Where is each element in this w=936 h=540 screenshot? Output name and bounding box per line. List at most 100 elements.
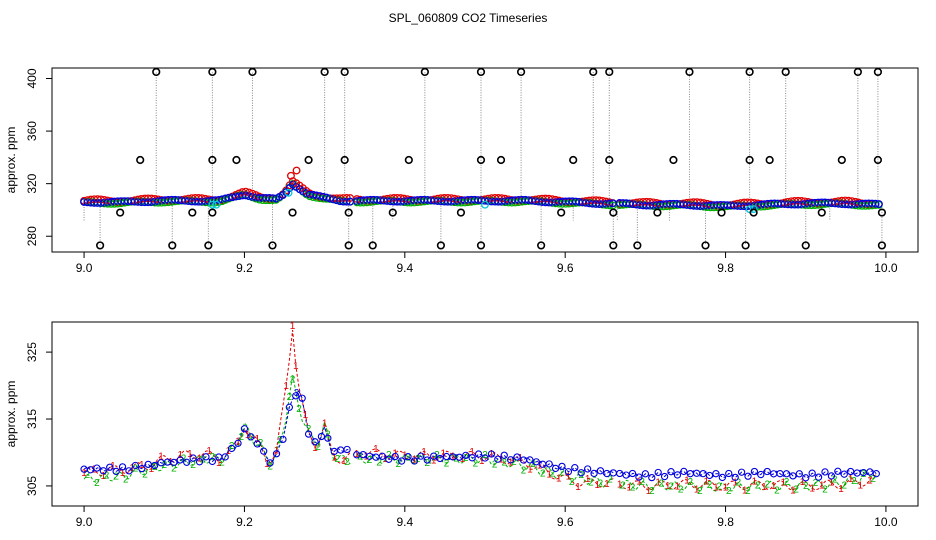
- series-2-point-label: 2: [229, 441, 235, 452]
- series-3-point: [324, 434, 332, 442]
- series-2-point-label: 2: [639, 477, 645, 488]
- series-3-point: [343, 445, 351, 454]
- outlier-marker-high: [152, 67, 161, 77]
- top-point-cyan: [284, 188, 293, 197]
- series-1-point-label: 1: [254, 434, 260, 445]
- series-2-point-label: 2: [607, 475, 613, 486]
- series-1-point-label: 1: [617, 480, 623, 491]
- series-2-point-label: 2: [569, 477, 575, 488]
- series-3-point: [699, 469, 707, 478]
- series-2-point-label: 2: [832, 475, 838, 486]
- series-3-point: [240, 425, 249, 433]
- series-2-point-label: 2: [405, 452, 411, 463]
- series-1-peak-label: 1: [290, 321, 296, 332]
- series-3-point: [417, 452, 425, 460]
- series-1-point-label: 1: [665, 481, 671, 492]
- series-2-point-label: 2: [161, 460, 167, 471]
- series-2-point-label: 2: [152, 462, 158, 473]
- outlier-marker-low: [368, 241, 377, 250]
- series-3-point: [590, 469, 598, 478]
- top-plot-frame: [51, 67, 919, 253]
- series-2-point-label: 2: [386, 450, 392, 461]
- series-2-point-label: 2: [200, 454, 206, 465]
- series-1-point-label: 1: [450, 451, 456, 462]
- series-3-point: [596, 467, 605, 475]
- series-1-point-label: 1: [575, 482, 581, 493]
- outlier-marker-low: [344, 241, 353, 250]
- series-1-point-label: 1: [421, 447, 427, 458]
- series-2-point-label: 2: [736, 478, 742, 489]
- outlier-marker-high: [605, 67, 614, 77]
- outlier-marker-high: [516, 67, 526, 77]
- outlier-marker-high: [589, 67, 598, 77]
- outlier-marker-mid: [569, 155, 578, 165]
- series-3-point: [725, 469, 733, 478]
- series-3-point: [564, 468, 573, 476]
- series-1-point-label: 1: [479, 456, 485, 467]
- series-2-point-label: 2: [104, 470, 110, 481]
- series-1-point-label: 1: [81, 468, 87, 479]
- series-3-point: [93, 464, 101, 472]
- series-2-point-label: 2: [550, 469, 556, 480]
- series-3-point: [378, 452, 387, 460]
- series-2-point-label: 2: [813, 478, 819, 489]
- series-3-point: [125, 467, 133, 475]
- series-3-point: [202, 453, 210, 461]
- series-2-point-label: 2: [210, 452, 216, 463]
- outlier-marker-under: [116, 208, 125, 217]
- top-data-points: [80, 166, 883, 214]
- outlier-marker-mid: [304, 155, 313, 165]
- outlier-marker-low: [476, 241, 486, 250]
- series-2-point-label: 2: [822, 484, 828, 495]
- series-3-point: [468, 454, 476, 462]
- series-1-point-label: 1: [684, 476, 690, 487]
- series-2-point-label: 2: [171, 464, 177, 475]
- series-2-point-label: 2: [630, 482, 636, 493]
- series-1-point-label: 1: [809, 484, 815, 495]
- series-1-point-label: 1: [752, 476, 758, 487]
- outlier-marker-under: [717, 208, 726, 217]
- top-point-blue: [871, 199, 880, 208]
- outlier-marker-under: [749, 208, 758, 217]
- series-3-point: [423, 456, 431, 464]
- chart-title: SPL_060809 CO2 Timeseries: [389, 11, 548, 25]
- series-3-point: [221, 453, 229, 461]
- outlier-marker-mid: [669, 155, 678, 165]
- top-point-cyan: [749, 205, 758, 213]
- series-2-point-label: 2: [755, 480, 761, 491]
- series-3-point: [802, 474, 810, 482]
- series-2-point-label: 2: [540, 468, 546, 479]
- series-2-point-label: 2: [190, 460, 196, 471]
- series-3-point: [170, 458, 178, 467]
- series-2-point-label: 2: [659, 478, 665, 489]
- series-2-point-label: 2: [85, 470, 91, 481]
- series-3-point: [359, 451, 367, 459]
- series-2-point-label: 2: [588, 477, 594, 488]
- series-2-point-label: 2: [716, 482, 722, 493]
- series-2-point-label: 2: [492, 460, 498, 471]
- series-3-point: [507, 456, 515, 464]
- series-1-point-label: 1: [158, 451, 164, 462]
- series-3-point: [112, 467, 120, 476]
- outlier-marker-mid: [476, 155, 486, 165]
- series-3-point: [763, 467, 771, 476]
- bottom-axes-ticks: 9.0 9.2 9.4 9.6 9.8 10.0 305 315 325: [25, 342, 898, 529]
- series-3-point: [827, 472, 836, 480]
- series-1-point-label: 1: [594, 480, 600, 491]
- series-3-point: [234, 439, 242, 447]
- series-1-point-label: 1: [431, 456, 437, 467]
- outlier-marker-high: [781, 67, 790, 77]
- bottom-plot-frame: [51, 321, 919, 507]
- series-1-point-label: 1: [312, 443, 318, 454]
- series-2-point-label: 2: [315, 442, 321, 453]
- series-3-point: [150, 461, 159, 470]
- top-point-red-peak: [292, 166, 301, 175]
- series-3-point: [260, 447, 268, 455]
- series-1-point-label: 1: [675, 482, 681, 493]
- series-3-point: [680, 467, 688, 476]
- series-3-point: [744, 472, 752, 480]
- series-3-point: [757, 470, 765, 479]
- series-1-point-label: 1: [341, 456, 347, 467]
- top-x-tick-label: 9.0: [76, 261, 93, 275]
